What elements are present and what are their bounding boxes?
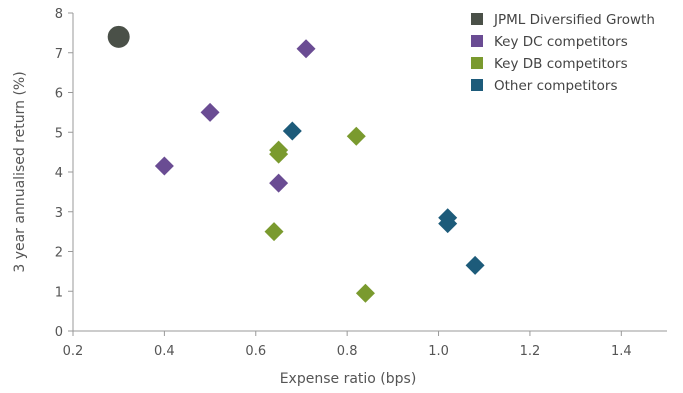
data-point bbox=[264, 222, 284, 242]
x-tick-label: 1.2 bbox=[520, 344, 541, 359]
legend-swatch bbox=[471, 57, 483, 69]
legend-label: Key DC competitors bbox=[494, 34, 628, 50]
y-tick-label: 3 bbox=[55, 206, 63, 221]
x-tick-label: 1.0 bbox=[428, 344, 449, 359]
legend-swatch bbox=[471, 13, 483, 25]
x-tick-label: 0.8 bbox=[337, 344, 358, 359]
data-point bbox=[107, 25, 130, 48]
points-layer bbox=[107, 25, 485, 303]
data-point bbox=[269, 173, 289, 193]
data-point bbox=[296, 39, 316, 59]
x-tick-label: 1.4 bbox=[611, 344, 632, 359]
y-tick-label: 6 bbox=[55, 87, 63, 102]
data-point bbox=[282, 121, 302, 141]
data-point bbox=[200, 102, 220, 122]
legend-swatch bbox=[471, 35, 483, 47]
x-tick-label: 0.4 bbox=[154, 344, 175, 359]
legend: JPML Diversified Growth Key DC competitor… bbox=[471, 12, 655, 94]
x-axis-title: Expense ratio (bps) bbox=[280, 371, 417, 387]
legend-swatch bbox=[471, 79, 483, 91]
y-tick-label: 4 bbox=[55, 166, 63, 181]
y-tick-label: 2 bbox=[55, 246, 63, 261]
y-tick-label: 1 bbox=[55, 285, 63, 300]
data-point bbox=[438, 214, 458, 234]
axes-layer: 0 1 2 3 4 5 6 7 8 0.2 0.4 0.6 0.8 1.0 1.2 1.4 bbox=[55, 7, 667, 359]
data-point bbox=[465, 255, 485, 275]
data-point bbox=[355, 283, 375, 303]
x-tick-label: 0.2 bbox=[63, 344, 84, 359]
y-axis-title: 3 year annualised return (%) bbox=[12, 71, 28, 272]
legend-label: Other competitors bbox=[494, 78, 618, 94]
y-tick-label: 8 bbox=[55, 7, 63, 22]
x-tick-label: 0.6 bbox=[245, 344, 266, 359]
data-point bbox=[269, 144, 289, 164]
y-tick-label: 0 bbox=[55, 325, 63, 340]
data-point bbox=[154, 156, 174, 176]
y-tick-label: 7 bbox=[55, 47, 63, 62]
y-tick-label: 5 bbox=[55, 126, 63, 141]
legend-label: JPML Diversified Growth bbox=[493, 12, 655, 28]
legend-label: Key DB competitors bbox=[494, 56, 628, 72]
data-point bbox=[346, 126, 366, 146]
